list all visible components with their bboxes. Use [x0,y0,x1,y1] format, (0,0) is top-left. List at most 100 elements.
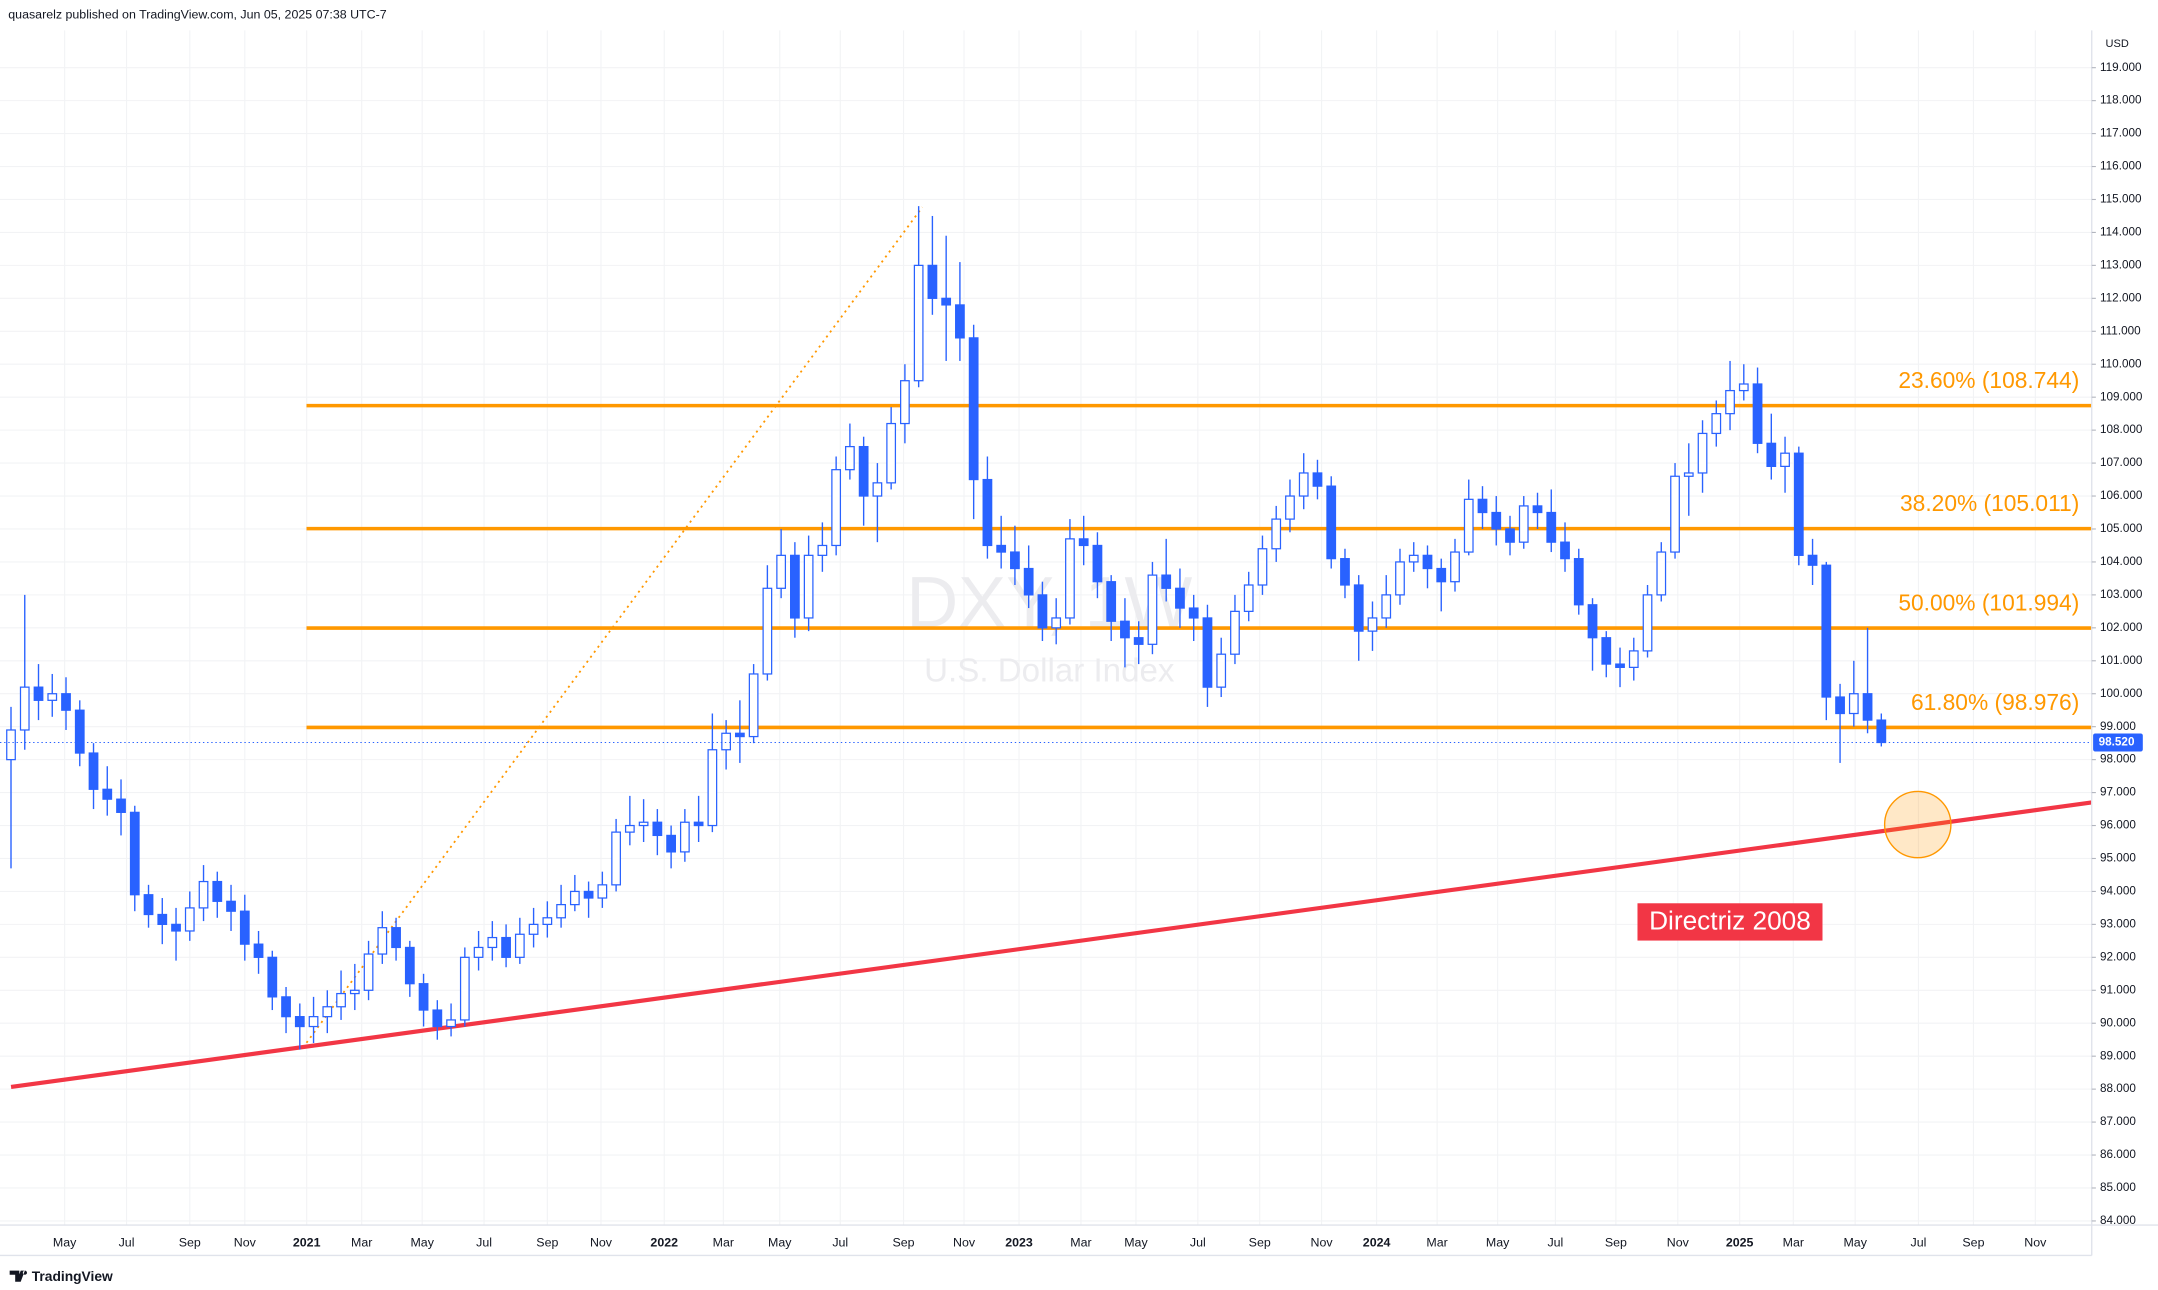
x-tick-label: Jul [832,1235,848,1249]
candle-body [872,482,883,497]
candle-body [1848,693,1859,715]
candle-body [996,544,1007,553]
candle-body [762,587,773,675]
candle-body [1876,719,1887,744]
candle-body [377,927,388,955]
candle-body [1092,544,1103,583]
candle-body [1862,693,1873,721]
candle-body [336,992,346,1008]
candle-body [1147,574,1158,645]
candle-body [116,798,126,813]
y-tick-label: 113.000 [2100,258,2142,271]
candle-body [1601,637,1612,665]
candle-body [1175,587,1185,609]
candle-body [1202,617,1213,688]
candle-body [501,936,511,958]
candle-body [1780,452,1790,468]
x-tick-label: 2021 [293,1235,321,1249]
candle-body [1505,528,1515,543]
candle-body [129,811,140,896]
x-tick-label: May [1124,1235,1148,1249]
y-tick-label: 106.000 [2100,489,2143,502]
x-tick-label: May [768,1235,792,1249]
x-tick-label: Nov [1667,1235,1690,1249]
candle-body [1257,548,1268,586]
y-tick-label: 114.000 [2100,226,2142,239]
candles-layer [0,206,2092,1050]
candle-body [611,831,621,886]
axes-layer: 84.000 85.000 86.000 87.000 88.000 89.000 90.0… [53,61,2143,1250]
candle-body [1340,558,1350,586]
candle-body [61,693,71,711]
candle-body [1546,511,1557,543]
annotation: Directriz 2008 [1649,906,1811,936]
candle-body [1188,607,1199,619]
y-tick-label: 107.000 [2100,456,2143,469]
candle-body [349,989,360,995]
candle-body [1835,696,1845,715]
y-tick-label: 84.000 [2100,1214,2136,1227]
candle-body [679,821,690,853]
candle-body [982,478,993,547]
header: quasarelz published on TradingView.com, … [8,7,386,21]
x-tick-label: 2022 [650,1235,678,1249]
x-tick-label: 2025 [1726,1235,1754,1249]
y-tick-label: 86.000 [2100,1148,2136,1161]
candle-body [858,445,869,497]
x-tick-label: Jul [476,1235,492,1249]
candle-body [1725,389,1735,415]
candle-body [583,890,594,899]
candle-body [432,1009,443,1028]
y-tick-label: 100.000 [2100,687,2143,700]
x-tick-label: Jul [1547,1235,1563,1249]
fib-level-label: 61.80% (98.976) [1911,689,2079,715]
x-tick-label: Sep [1605,1235,1627,1249]
candle-body [528,923,539,935]
x-tick-label: Mar [351,1235,372,1249]
candle-body [1161,574,1172,589]
candle-body [226,900,236,912]
candle-body [1133,637,1144,645]
watermark-subtitle: U.S. Dollar Index [924,652,1175,689]
candle-body [253,943,264,958]
candle-body [1037,594,1048,629]
candle-body [776,554,787,589]
footer: TradingView [32,1269,113,1284]
y-tick-label: 103.000 [2100,588,2143,601]
candle-body [1078,538,1089,547]
candle-body [1450,551,1460,583]
candle-body [1436,567,1447,583]
y-tick-label: 108.000 [2100,423,2143,436]
candle-body [597,884,608,899]
candle-body [542,917,553,926]
candle-body [721,732,732,751]
candle-body [556,903,566,919]
y-tick-label: 88.000 [2100,1082,2136,1095]
candle-body [831,469,842,547]
candle-body [143,894,154,916]
y-tick-label: 110.000 [2100,357,2142,370]
x-tick-label: Mar [1070,1235,1091,1249]
candle-body [102,788,113,800]
logo-icon [9,1270,27,1282]
candle-body [1271,518,1282,550]
y-tick-label: 102.000 [2100,621,2143,634]
x-tick-label: Sep [1962,1235,1984,1249]
candle-body [1065,538,1075,619]
candle-body [1367,617,1378,632]
candle-body [1793,452,1804,556]
y-tick-label: 89.000 [2100,1049,2136,1062]
candle-body [913,264,924,382]
x-tick-label: Jul [1190,1235,1206,1249]
y-tick-label: 109.000 [2100,390,2143,403]
candle-body [1285,495,1295,520]
candle-body [569,890,580,906]
candle-body [446,1019,456,1028]
candle-body [212,880,223,902]
candle-body [968,337,979,481]
x-tick-label: Nov [234,1235,257,1249]
candle-body [886,422,897,484]
candle-body [33,686,44,701]
